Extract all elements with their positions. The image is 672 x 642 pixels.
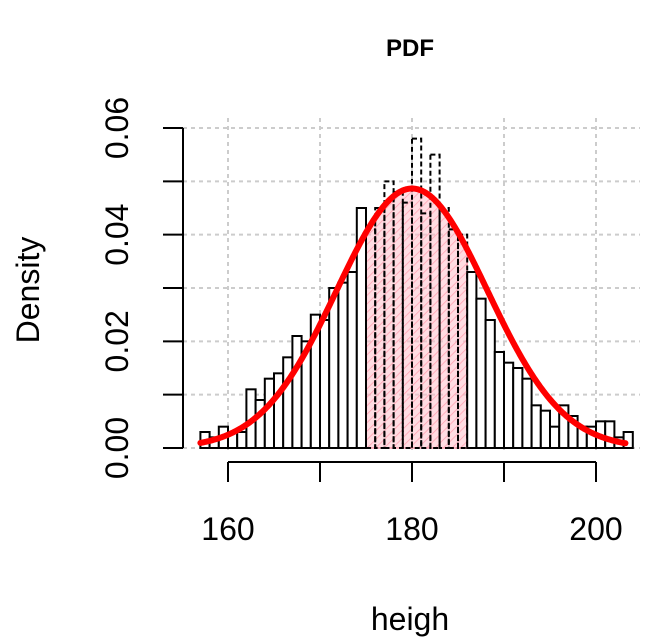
histogram-bar	[411, 137, 423, 449]
histogram-bar	[604, 420, 616, 449]
normal-curve-line	[197, 185, 629, 447]
histogram-bar	[291, 335, 303, 449]
histogram-bar	[484, 319, 496, 449]
histogram-bar	[346, 271, 358, 449]
y-tick-label: 0.04	[99, 204, 135, 266]
axes: 160 180 200 0.00 0.02 0.04 0.06	[99, 97, 623, 547]
histogram-bar	[530, 404, 542, 449]
histogram-bar	[263, 377, 275, 450]
histogram-bar	[521, 377, 533, 450]
histogram-bars	[199, 137, 634, 450]
histogram-bar	[429, 153, 441, 449]
histogram-bar	[512, 367, 524, 449]
y-tick-label: 0.00	[99, 417, 135, 479]
histogram-bar	[549, 425, 561, 450]
chart-title: PDF	[386, 35, 434, 62]
histogram-bar	[493, 351, 505, 449]
y-tick-label: 0.02	[99, 310, 135, 372]
y-tick-label: 0.06	[99, 97, 135, 159]
histogram-bar	[420, 212, 432, 449]
histogram-bar	[539, 409, 551, 450]
normal-curve	[197, 185, 629, 447]
x-axis-label: heigh	[371, 601, 449, 637]
y-axis-label: Density	[10, 237, 46, 344]
x-tick-label: 160	[201, 511, 254, 547]
histogram-bar	[236, 431, 248, 449]
histogram-bar	[503, 361, 515, 450]
histogram-bar	[466, 271, 478, 449]
x-tick-label: 180	[385, 511, 438, 547]
histogram-bar	[337, 281, 349, 450]
shaded-interval	[365, 187, 468, 449]
histogram-bar	[328, 287, 340, 449]
histogram-bar	[383, 180, 395, 450]
x-tick-label: 200	[569, 511, 622, 547]
histogram-bar	[475, 297, 487, 450]
histogram-bar	[355, 207, 367, 449]
histogram-bar	[319, 319, 331, 449]
